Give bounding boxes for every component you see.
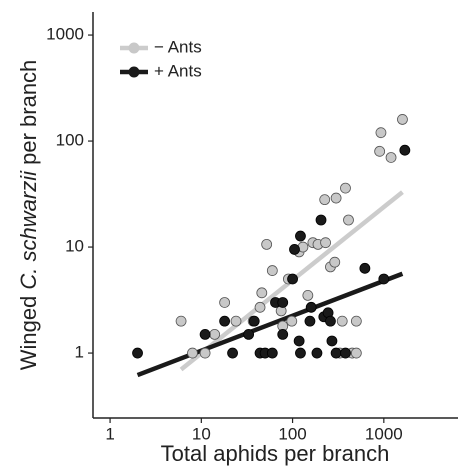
x-tick-label: 10 [192, 424, 211, 443]
point [199, 347, 211, 359]
point [277, 328, 289, 340]
x-tick-label: 100 [278, 424, 306, 443]
point [399, 144, 411, 156]
y-tick-label: 100 [56, 131, 84, 150]
point [256, 287, 268, 299]
y-label-part: C. schwarzii [16, 170, 41, 290]
point [277, 297, 289, 308]
point [287, 273, 298, 285]
y-axis-label: Winged C. schwarzii per branch [16, 60, 41, 371]
point [340, 182, 351, 194]
point [385, 152, 397, 163]
point [219, 297, 231, 308]
point [286, 315, 298, 327]
point [175, 315, 187, 327]
point [295, 230, 306, 242]
point [330, 192, 342, 204]
point [315, 214, 327, 226]
legend-label: − Ants [154, 37, 202, 56]
y-label-part: Winged [16, 290, 41, 371]
point [375, 127, 387, 139]
legend-marker [128, 66, 140, 78]
y-label-part: per branch [16, 60, 41, 171]
point [293, 335, 305, 347]
point [248, 315, 260, 327]
point [326, 335, 338, 347]
point [340, 347, 351, 359]
point [350, 315, 362, 327]
point [311, 347, 323, 359]
y-tick-label: 1 [75, 343, 84, 362]
point [330, 347, 342, 359]
point [374, 145, 386, 157]
point [350, 347, 362, 359]
point [359, 262, 371, 274]
point [243, 328, 255, 340]
point [329, 256, 341, 268]
point [230, 315, 242, 327]
y-tick-label: 10 [65, 237, 84, 256]
point [325, 315, 336, 327]
point [304, 315, 316, 327]
point [289, 244, 300, 255]
point [343, 214, 354, 226]
x-tick-label: 1000 [365, 424, 403, 443]
point [266, 265, 278, 276]
point [132, 347, 143, 359]
fit-line [136, 271, 404, 378]
point [397, 114, 408, 125]
point [305, 301, 317, 313]
legend-marker [128, 42, 140, 54]
point [219, 315, 231, 327]
point [199, 328, 211, 340]
point [261, 238, 273, 250]
x-axis-label: Total aphids per branch [161, 441, 390, 466]
point [295, 347, 306, 359]
point [209, 328, 221, 340]
x-tick-label: 1 [105, 424, 114, 443]
point [254, 301, 266, 313]
point [320, 237, 331, 249]
point [378, 273, 390, 285]
y-tick-label: 1000 [46, 25, 84, 44]
point [319, 194, 331, 206]
point [187, 347, 198, 359]
point [266, 347, 278, 359]
point [302, 289, 314, 301]
legend-label: + Ants [154, 61, 202, 80]
point [336, 315, 348, 327]
point [227, 347, 238, 359]
